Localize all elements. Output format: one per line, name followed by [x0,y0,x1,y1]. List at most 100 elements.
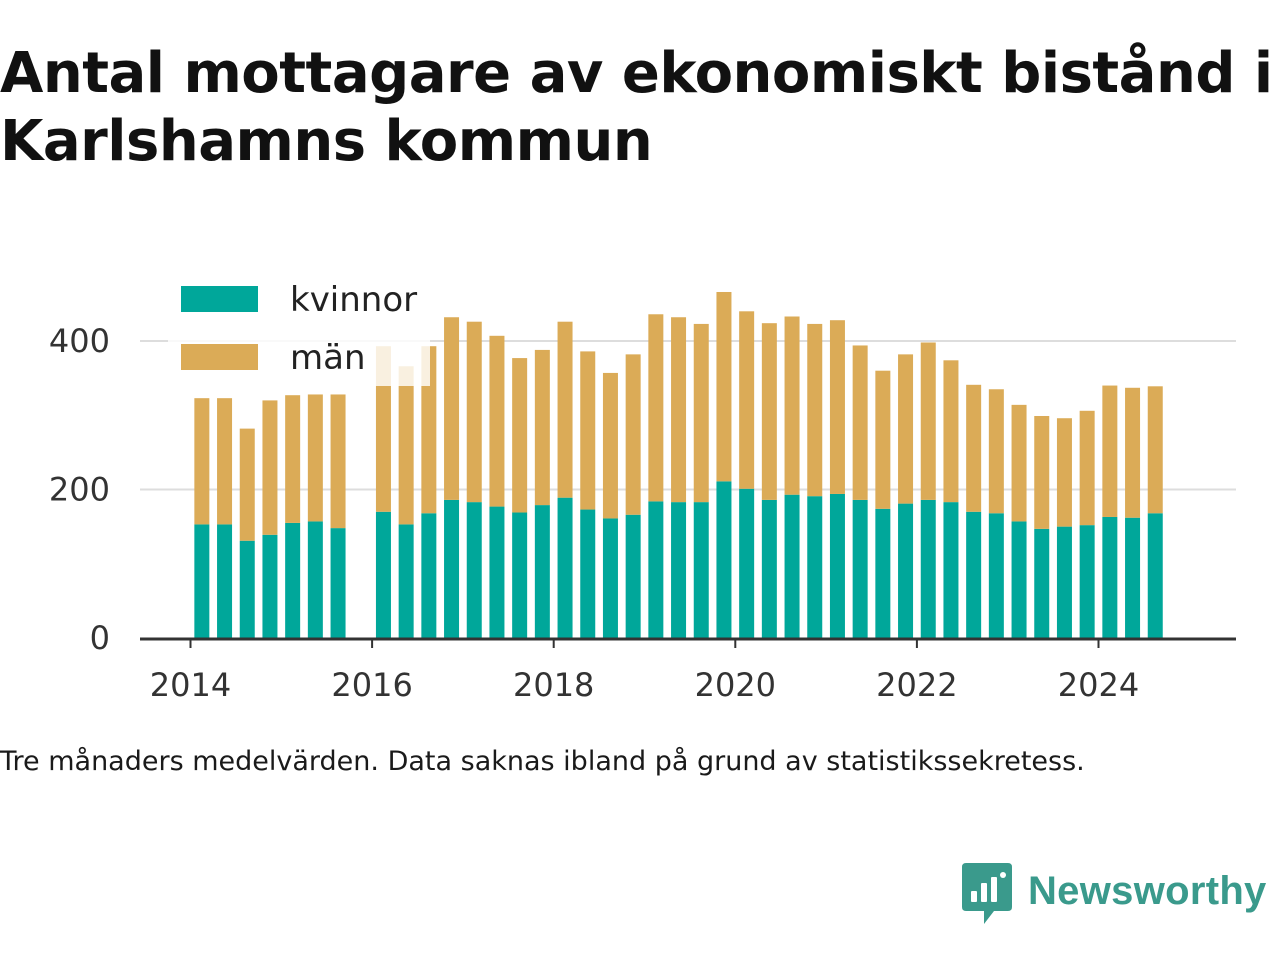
x-tick-label: 2016 [331,666,412,704]
bar-kvinnor [693,502,709,638]
brand-logo: Newsworthy [962,862,1267,926]
bar-kvinnor [784,494,800,638]
bar-män [217,398,233,525]
chart-footnote: Tre månaders medelvärden. Data saknas ib… [0,746,1085,777]
bar-män [693,323,709,503]
bar-män [307,394,323,522]
bar-kvinnor [1034,528,1050,638]
bar-män [784,316,800,495]
y-tick-label: 400 [49,322,110,360]
legend-label-kvinnor: kvinnor [290,280,417,320]
bar-män [716,291,732,482]
bar-kvinnor [307,521,323,638]
bar-kvinnor [1147,513,1163,638]
bar-män [739,311,755,489]
bar-män [580,351,596,510]
bar-män [898,354,914,504]
bar-kvinnor [398,524,414,638]
bar-män [943,360,959,503]
bar-kvinnor [943,502,959,638]
bar-män [1079,410,1095,526]
bar-män [262,400,278,535]
bar-kvinnor [1079,525,1095,638]
bar-män [1125,387,1141,518]
bar-kvinnor [375,511,391,638]
bar-män [966,384,982,512]
bar-män [194,398,210,525]
chart-title: Antal mottagare av ekonomiskt bistånd i … [0,41,1273,174]
bar-kvinnor [239,540,255,638]
bar-kvinnor [1011,521,1027,638]
stacked-bar-chart: 0 200 400 2014 2016 2018 2020 2022 2024 kvinnor m… [49,278,1236,704]
bar-män [625,354,641,515]
bar-kvinnor [920,499,936,638]
bar-män [875,370,891,509]
bar-män [988,389,1004,514]
bar-män [330,394,346,529]
y-tick-label: 200 [49,471,110,509]
bar-män [421,346,437,514]
bar-män [285,395,301,523]
legend-swatch-män [181,344,258,370]
bar-kvinnor [875,508,891,638]
bar-kvinnor [580,509,596,638]
bar-kvinnor [1056,526,1072,638]
bar-kvinnor [489,506,505,638]
x-tick-label: 2020 [695,666,776,704]
bar-kvinnor [466,502,482,638]
bar-kvinnor [716,481,732,638]
bar-kvinnor [330,528,346,638]
bar-män [1034,415,1050,529]
bar-män [829,320,845,494]
bar-män [489,335,505,507]
y-tick-label: 0 [90,619,110,657]
bar-män [444,317,460,500]
bars [194,291,1163,638]
bar-kvinnor [671,502,687,638]
bar-kvinnor [557,497,573,638]
bar-män [398,366,414,525]
bar-kvinnor [807,496,823,638]
bar-kvinnor [852,499,868,638]
bar-män [1056,418,1072,527]
bar-kvinnor [988,513,1004,638]
bar-män [807,323,823,497]
brand-name: Newsworthy [1028,868,1267,913]
bar-män [920,342,936,500]
bar-män [852,345,868,500]
x-tick-label: 2018 [513,666,594,704]
newsworthy-logo-icon [962,863,1012,924]
axes: 0 200 400 2014 2016 2018 2020 2022 2024 [49,322,1236,704]
bar-män [239,428,255,541]
bar-kvinnor [534,505,550,638]
bar-kvinnor [194,524,210,638]
bar-kvinnor [829,493,845,638]
bar-kvinnor [217,524,233,638]
bar-män [602,372,618,519]
bar-kvinnor [512,512,528,638]
bar-män [1102,385,1118,517]
legend-swatch-kvinnor [181,286,258,312]
x-tick-label: 2022 [876,666,957,704]
legend-label-män: män [290,338,366,378]
bar-män [1147,386,1163,514]
bar-kvinnor [739,488,755,638]
bar-kvinnor [602,518,618,638]
bar-kvinnor [966,511,982,638]
bar-män [557,321,573,498]
bar-män [375,346,391,512]
bar-kvinnor [285,522,301,638]
legend: kvinnor män [168,278,430,386]
bar-kvinnor [648,501,664,638]
bar-män [512,358,528,513]
bar-kvinnor [262,534,278,638]
bar-kvinnor [761,499,777,638]
bar-män [761,323,777,500]
bar-män [648,314,664,502]
bar-kvinnor [1125,517,1141,638]
bar-kvinnor [898,503,914,638]
bar-kvinnor [421,513,437,638]
bar-män [671,317,687,503]
bar-kvinnor [444,499,460,638]
bar-män [466,321,482,503]
